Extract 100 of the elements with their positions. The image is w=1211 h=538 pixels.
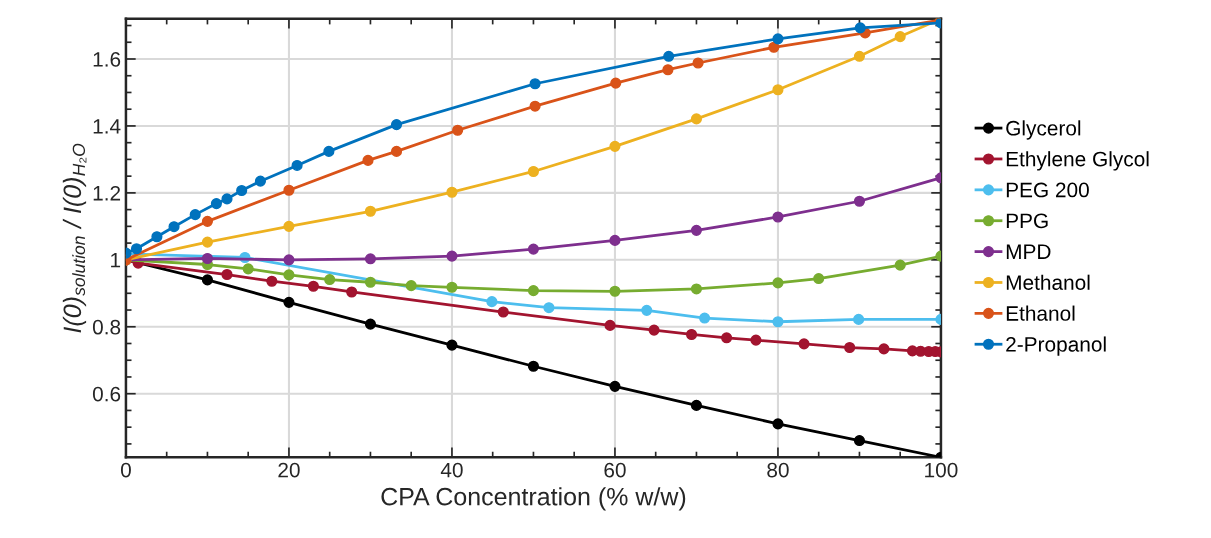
legend-label: 2-Propanol: [1006, 336, 1106, 356]
point: [690, 113, 703, 125]
point: [609, 140, 621, 152]
point: [721, 332, 733, 344]
point: [772, 277, 784, 289]
legend-label: Methanol: [1006, 274, 1090, 290]
point: [853, 195, 866, 207]
y-tick-label: 1.2: [93, 185, 121, 201]
point: [346, 286, 358, 298]
point: [853, 313, 865, 325]
y-tick-label: 1.4: [93, 119, 121, 134]
point: [486, 296, 498, 308]
point: [772, 316, 784, 328]
point: [894, 259, 906, 271]
point: [189, 209, 201, 221]
y-tick-label: 0.8: [92, 319, 121, 335]
point: [648, 324, 660, 336]
point: [283, 220, 295, 232]
x-tick-label: 60: [604, 462, 626, 478]
x-tick-label: 40: [440, 462, 463, 478]
point: [527, 360, 540, 372]
point: [364, 253, 377, 265]
y-tick-label: 1: [111, 253, 121, 268]
point: [772, 418, 784, 430]
point: [362, 154, 374, 166]
point: [254, 175, 266, 187]
y-tick-label: 1.6: [93, 52, 121, 67]
point: [446, 281, 458, 293]
x-tick-label: 0: [120, 462, 131, 478]
point: [266, 275, 278, 287]
y-tick-label: 0.6: [92, 386, 121, 402]
point: [151, 231, 163, 243]
point: [221, 193, 233, 205]
point: [497, 306, 509, 318]
legend-label: Ethanol: [1006, 305, 1075, 321]
point: [283, 184, 295, 196]
point: [772, 211, 784, 223]
point: [283, 254, 295, 266]
legend-label: PPG: [1006, 213, 1048, 229]
point: [364, 205, 377, 217]
y-axis-title: I(0)$_{solution}$ / I(0)$_{H₂O}$: [62, 143, 87, 333]
x-tick-label: 80: [767, 462, 789, 478]
point: [283, 296, 295, 308]
point: [894, 31, 906, 43]
point: [446, 250, 458, 262]
point: [768, 41, 780, 53]
point: [446, 339, 458, 351]
point: [390, 145, 403, 157]
point: [364, 318, 377, 330]
point: [452, 124, 464, 136]
point: [323, 145, 335, 157]
point: [609, 380, 621, 392]
point: [529, 100, 541, 112]
point: [853, 50, 866, 62]
point: [210, 198, 222, 210]
point: [610, 77, 622, 89]
point: [201, 252, 214, 265]
point: [527, 165, 540, 178]
point: [130, 243, 143, 255]
point: [690, 283, 703, 295]
legend-label: Ethylene Glycol: [1006, 151, 1149, 171]
point: [798, 338, 810, 350]
point: [242, 263, 254, 275]
point: [527, 285, 540, 297]
legend-label: Glycerol: [1006, 120, 1081, 140]
point: [168, 221, 180, 233]
point: [609, 234, 621, 246]
point: [405, 280, 417, 292]
point: [772, 33, 784, 45]
point: [690, 224, 703, 236]
point: [750, 334, 762, 346]
point: [878, 343, 890, 355]
point: [291, 159, 303, 171]
point: [446, 186, 458, 198]
point: [604, 319, 616, 331]
point: [641, 304, 653, 316]
x-tick-label: 20: [278, 462, 300, 478]
point: [663, 50, 675, 62]
point: [283, 269, 295, 281]
point: [221, 268, 233, 281]
point: [529, 78, 541, 90]
point: [854, 22, 866, 34]
point: [364, 276, 377, 288]
x-axis-title: CPA Concentration (% w/w): [381, 487, 686, 511]
point: [699, 312, 711, 324]
point: [813, 273, 825, 285]
point: [853, 435, 866, 447]
point: [543, 302, 555, 314]
x-tick-label: 100: [925, 462, 958, 478]
point: [390, 119, 403, 131]
point: [844, 341, 856, 354]
legend-label: PEG 200: [1006, 182, 1089, 198]
point: [236, 184, 248, 197]
legend-label: MPD: [1006, 244, 1051, 259]
point: [324, 274, 336, 286]
point: [307, 280, 319, 292]
point: [690, 399, 703, 411]
point: [201, 236, 214, 248]
point: [609, 285, 621, 297]
point: [201, 274, 214, 286]
